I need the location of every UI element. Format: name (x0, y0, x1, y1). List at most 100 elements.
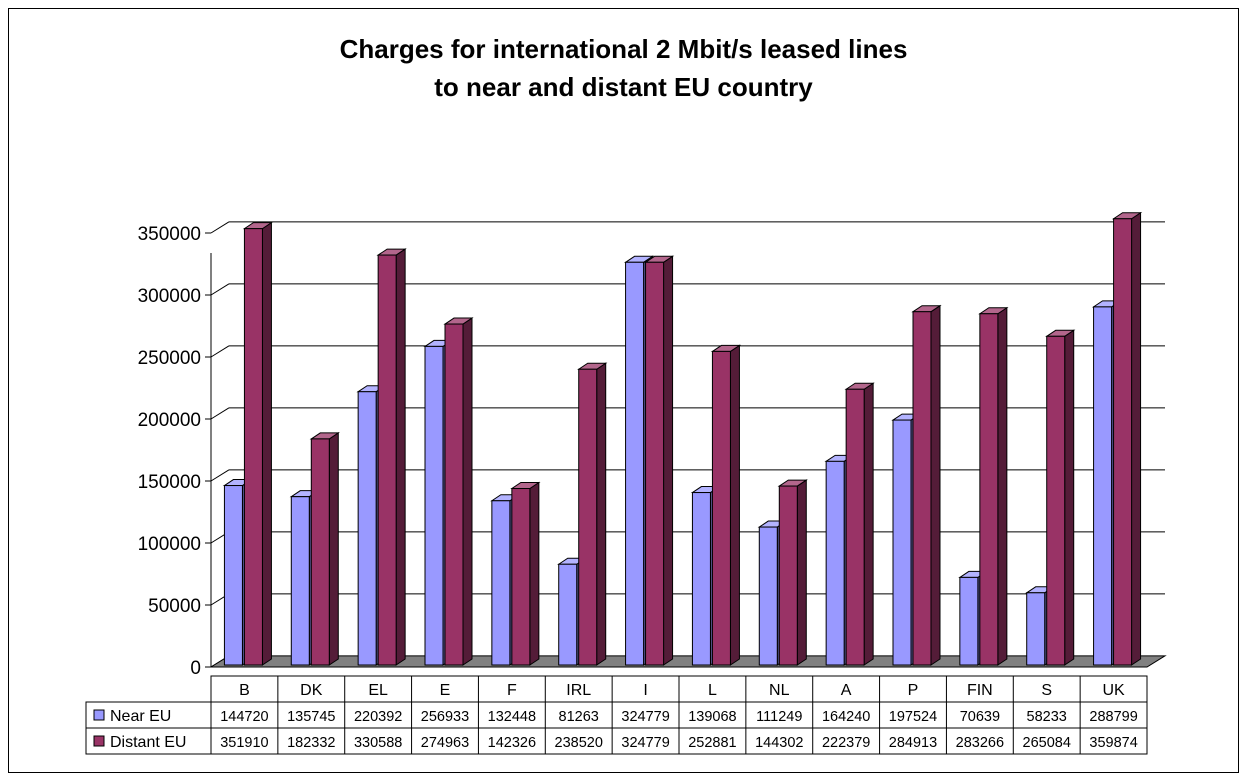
bar-distant-P (912, 311, 932, 666)
bar-distant-IRL (578, 368, 598, 666)
bar-near-F (491, 500, 511, 666)
legend-label-near: Near EU (110, 708, 171, 725)
gridline-depth (210, 407, 230, 420)
bar-distant-UK-side (1131, 211, 1142, 666)
bar-distant-S (1046, 335, 1066, 666)
data-label: 164240 (822, 709, 870, 725)
x-tick-label: FIN (967, 682, 993, 699)
bar-distant-B (243, 228, 263, 666)
chart-title-line-2: to near and distant EU country (434, 72, 813, 102)
bar-distant-FIN-side (997, 306, 1008, 666)
x-tick-label: I (643, 682, 647, 699)
bar-near-A (825, 460, 845, 666)
legend-swatch-distant (93, 735, 105, 747)
bar-near-UK (1093, 306, 1113, 666)
x-tick-label: DK (300, 682, 323, 699)
bar-distant-I-side (663, 255, 674, 666)
gridline-depth (210, 221, 230, 234)
gridline-depth (210, 345, 230, 358)
bar-distant-F-side (529, 481, 540, 666)
data-label: 324779 (621, 735, 669, 751)
y-tick-label: 150000 (138, 472, 201, 493)
x-tick-label: IRL (566, 682, 591, 699)
bar-distant-S-side (1064, 329, 1075, 666)
data-label: 144302 (755, 735, 803, 751)
data-label: 256933 (421, 709, 469, 725)
bar-distant-EL-side (395, 248, 406, 666)
gridline-depth (210, 283, 230, 296)
x-tick-label: EL (368, 682, 388, 699)
y-tick-label: 250000 (138, 348, 201, 369)
bar-distant-I (645, 261, 665, 666)
bar-distant-NL (778, 485, 798, 666)
data-label: 58233 (1027, 709, 1067, 725)
chart-floor (209, 655, 1167, 668)
y-tick-label: 100000 (138, 534, 201, 555)
data-label: 182332 (287, 735, 335, 751)
x-tick-label: F (507, 682, 517, 699)
legend-label-distant: Distant EU (110, 734, 186, 751)
bar-distant-DK (310, 438, 330, 666)
data-label: 142326 (488, 735, 536, 751)
bar-distant-NL-side (796, 479, 807, 666)
data-label: 70639 (960, 709, 1000, 725)
data-label: 252881 (688, 735, 736, 751)
bar-near-DK (290, 496, 310, 666)
bar-distant-FIN (979, 313, 999, 666)
bar-near-B (223, 485, 243, 666)
data-label: 197524 (889, 709, 937, 725)
chart-title-line-1: Charges for international 2 Mbit/s lease… (339, 34, 908, 64)
data-label: 222379 (822, 735, 870, 751)
data-label: 265084 (1023, 735, 1071, 751)
bar-near-FIN (959, 576, 979, 666)
legend-swatch-near (93, 709, 105, 721)
gridline-depth (210, 469, 230, 482)
x-tick-label: B (239, 682, 250, 699)
bar-near-I (625, 261, 645, 666)
bar-distant-L (711, 350, 731, 666)
bar-near-P (892, 419, 912, 666)
data-label: 284913 (889, 735, 937, 751)
data-label: 111249 (756, 709, 802, 725)
data-label: 330588 (354, 735, 402, 751)
data-label: 81263 (559, 709, 599, 725)
y-tick-label: 350000 (138, 224, 201, 245)
data-label: 359874 (1089, 735, 1137, 751)
data-label: 135745 (287, 709, 335, 725)
x-tick-label: E (440, 682, 451, 699)
bar-distant-DK-side (328, 431, 339, 666)
bar-near-S (1026, 592, 1046, 666)
bar-distant-L-side (729, 344, 740, 666)
y-tick-label: 0 (190, 658, 201, 679)
y-tick-label: 50000 (148, 596, 201, 617)
data-label: 220392 (354, 709, 402, 725)
bar-distant-UK (1113, 218, 1133, 666)
x-tick-label: NL (769, 682, 790, 699)
bar-near-EL (357, 391, 377, 666)
y-tick-label: 300000 (138, 286, 201, 307)
bar-near-NL (758, 526, 778, 666)
bar-near-IRL (558, 563, 578, 666)
bar-distant-A-side (863, 382, 874, 666)
bar-distant-EL (377, 254, 397, 666)
bar-distant-A (845, 388, 865, 666)
data-label: 324779 (621, 709, 669, 725)
bar-distant-F (511, 488, 531, 666)
y-tick-label: 200000 (138, 410, 201, 431)
data-label: 132448 (488, 709, 536, 725)
bar-distant-E-side (462, 317, 473, 666)
data-label: 288799 (1089, 709, 1137, 725)
data-label: 139068 (688, 709, 736, 725)
bar-near-L (691, 492, 711, 666)
data-label: 283266 (956, 735, 1004, 751)
x-tick-label: UK (1102, 682, 1125, 699)
bar-distant-IRL-side (596, 362, 607, 666)
x-tick-label: L (708, 682, 717, 699)
data-label: 351910 (220, 735, 268, 751)
x-tick-label: S (1041, 682, 1052, 699)
x-tick-label: A (841, 682, 852, 699)
x-tick-label: P (908, 682, 919, 699)
bar-distant-P-side (930, 304, 941, 666)
bar-near-E (424, 345, 444, 666)
